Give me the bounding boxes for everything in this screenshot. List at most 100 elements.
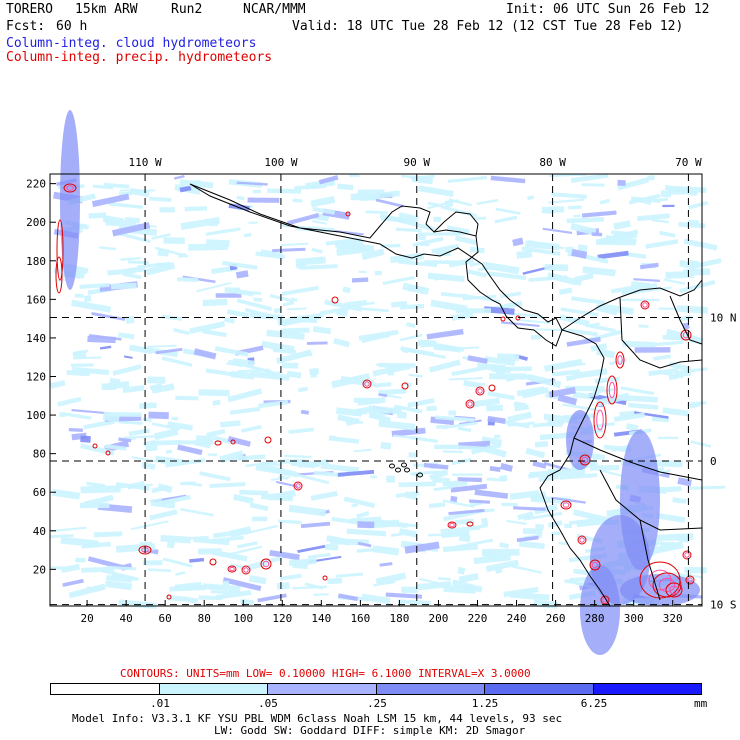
cloud-shade-patch [240,425,262,433]
galapagos-island [417,472,423,478]
cloud-shade-patch [683,238,718,251]
cloud-shade-patch [378,393,388,398]
cloud-shade-patch [149,196,172,203]
cloud-shade-patch [123,355,133,359]
cloud-shade-patch [663,278,686,285]
cloud-shade-patch [457,584,476,592]
y-tick-label: 120 [26,371,46,384]
cloud-shade-patch [353,448,372,453]
cloud-shade-patch [310,490,338,501]
cloud-shade-patch [175,395,199,401]
cloud-shade-patch [585,323,616,333]
precip-contour-inner [467,401,473,407]
header-fcst-value: 60 h [56,19,88,34]
cloud-shade-patch [611,444,632,453]
cloud-shade-patch [544,263,569,272]
cloud-shade-patch [143,439,156,447]
cloud-shade-patch [418,185,454,197]
cloud-shade-patch [474,489,509,499]
cloud-shade-patch [378,420,416,431]
cloud-shade-patch [558,287,573,295]
legend-cell-1 [51,684,160,694]
cloud-shade-patch [306,341,328,345]
cloud-shade-patch [147,344,177,348]
cloud-shade-patch [277,489,297,501]
precip-contour [241,565,251,575]
galapagos-island [401,462,407,468]
longitude-label: 80 W [539,156,566,169]
precip-contour [500,316,506,322]
cloud-shade-patch [368,412,392,423]
cloud-shade-patch [571,296,605,305]
cloud-shade-patch [51,488,81,500]
cloud-shade-patch [99,345,112,350]
cloud-shade-patch [280,242,309,247]
cloud-shade-patch [86,481,106,488]
cloud-shade-patch [245,524,278,535]
precip-contour-inner [262,560,270,568]
precip-contour [665,582,683,598]
cloud-shade-patch [382,275,416,286]
cloud-shade-patch [180,507,214,517]
cloud-shade-patch [436,425,449,429]
cloud-shade-patch [223,316,236,324]
cloud-shade-patch [659,230,676,238]
cloud-shade-patch [165,449,173,454]
cloud-shade-patch [432,476,451,484]
precip-contour [264,436,272,444]
header-model: TORERO [6,2,53,17]
cloud-shade-patch [236,541,258,549]
cloud-shade-patch [340,376,374,387]
cloud-shade-patch [207,453,217,457]
cloud-shade-patch [565,385,605,392]
cloud-shade-patch [227,388,263,403]
x-tick-label: 180 [389,612,409,625]
precip-contour [615,351,625,369]
precip-contour [577,535,587,545]
precip-contour-inner [684,552,690,558]
precip-contour [166,594,172,600]
cloud-shade-patch [80,502,110,509]
cloud-shade-patch [310,371,317,378]
cloud-shade-patch [426,328,464,340]
map-frame [49,173,703,607]
cloud-shade-patch [189,321,226,334]
cloud-shade-patch [551,496,586,504]
cloud-shade-patch [551,192,587,199]
cloud-shade-patch [166,595,189,602]
cloud-shade-patch [247,197,280,203]
cloud-shade-patch [300,521,331,529]
cloud-shade-patch [573,368,608,379]
cloud-shade-patch [114,483,153,489]
cloud-shade-patch [521,246,561,256]
axis-labels: 220 200 180 160 140 120 100 80 60 40 20 20 40 60 80 100… [26,156,736,625]
cloud-shade-patch [665,270,695,279]
cloud-shade-patch [651,218,669,224]
cloud-shade-patch [630,281,651,289]
cloud-shade-patch [457,477,482,483]
cloud-shade-patch [185,481,203,487]
y-tick-label: 140 [26,332,46,345]
cloud-shade-patch [463,380,481,389]
cloud-shade-patch [509,490,540,500]
cloud-shade-patch [655,370,684,379]
cloud-shade-patch [206,239,230,248]
cloud-shade-patch [393,404,423,414]
precip-contour [293,481,303,491]
cloud-shade-patch [662,407,689,417]
cloud-shade-patch [257,593,287,603]
cloud-shade-patch [151,233,171,240]
cloud-shade-patch [530,334,542,340]
cloud-shade-patch [433,485,453,492]
cloud-shade-patch [434,344,461,353]
cloud-shade-patch [145,445,158,452]
cloud-shade-patch [335,407,362,417]
cloud-shade-patch [548,198,585,204]
cloud-shade-patch [487,415,506,424]
cloud-shade-patch [628,402,659,410]
cloud-shade-patch [205,227,241,236]
cloud-shade-patch [433,276,446,281]
cloud-shade-patch [308,555,342,563]
cloud-shade-patch [486,271,527,281]
x-tick-label: 240 [507,612,527,625]
